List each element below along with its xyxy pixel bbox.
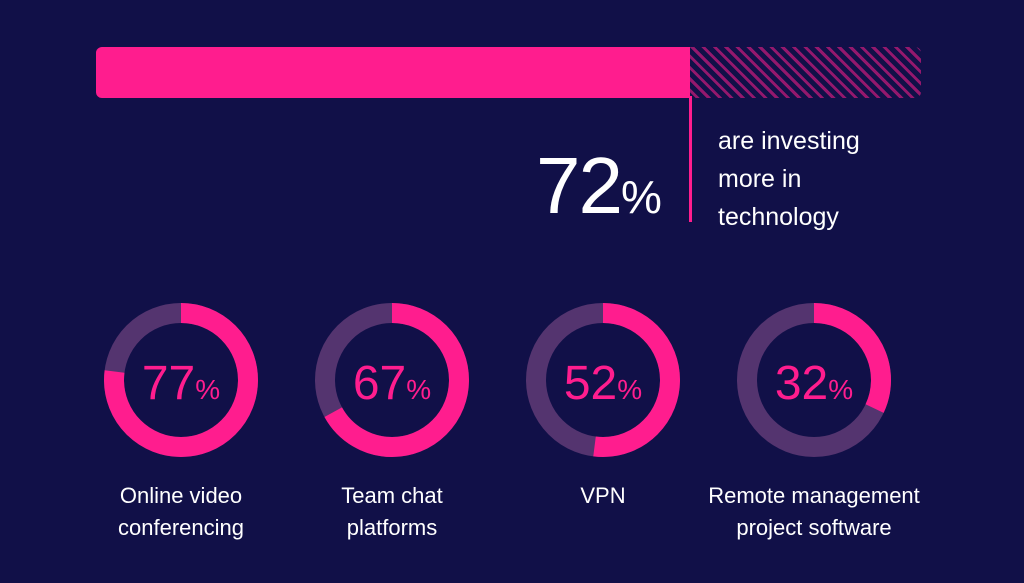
donut-remote-management-project-software: 32% Remote management project software <box>708 302 966 562</box>
donut-label: Online video conferencing <box>118 483 244 540</box>
donut-value: 32% <box>736 360 892 408</box>
donut-number: 77 <box>141 357 196 410</box>
donut-team-chat-platforms: 67% Team chat platforms <box>314 302 544 562</box>
donut-arc <box>526 303 680 457</box>
donut-value: 52% <box>525 360 681 408</box>
donut-chart <box>737 303 891 457</box>
donut-unit: % <box>195 374 221 405</box>
donut-chart <box>315 303 469 457</box>
donut-arc <box>104 303 258 457</box>
donut-label: Remote management project software <box>708 483 920 540</box>
donut-number: 52 <box>563 357 618 410</box>
donut-unit: % <box>828 374 854 405</box>
technology-investment-bar-fill <box>96 47 690 98</box>
donut-vpn: 52% VPN <box>525 302 755 562</box>
donut-arc <box>315 303 469 457</box>
donut-number: 32 <box>774 357 829 410</box>
donut-number: 67 <box>352 357 407 410</box>
donut-chart <box>104 303 258 457</box>
donut-chart <box>526 303 680 457</box>
donut-online-video-conferencing: 77% Online video conferencing <box>103 302 333 562</box>
donut-label: VPN <box>580 483 626 508</box>
headline-unit: % <box>620 171 662 223</box>
donut-unit: % <box>406 374 432 405</box>
headline-percent: 72% <box>536 146 662 226</box>
donut-value: 67% <box>314 360 470 408</box>
donut-arc <box>737 303 891 457</box>
donut-label: Team chat platforms <box>341 483 443 540</box>
donut-value: 77% <box>103 360 259 408</box>
headline-caption: are investing more in technology <box>718 127 860 231</box>
headline-number: 72 <box>536 141 623 230</box>
bar-marker-line <box>689 96 692 222</box>
technology-investment-bar <box>96 47 921 98</box>
donut-unit: % <box>617 374 643 405</box>
